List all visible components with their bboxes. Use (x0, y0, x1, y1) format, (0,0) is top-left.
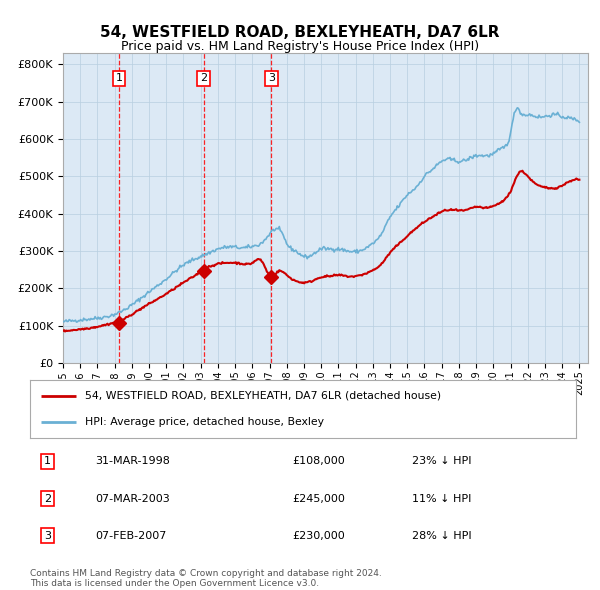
Text: 28% ↓ HPI: 28% ↓ HPI (412, 531, 472, 540)
Text: £245,000: £245,000 (292, 494, 345, 503)
Text: 1: 1 (44, 457, 51, 466)
Text: 3: 3 (44, 531, 51, 540)
Text: HPI: Average price, detached house, Bexley: HPI: Average price, detached house, Bexl… (85, 417, 323, 427)
Text: 54, WESTFIELD ROAD, BEXLEYHEATH, DA7 6LR (detached house): 54, WESTFIELD ROAD, BEXLEYHEATH, DA7 6LR… (85, 391, 441, 401)
Text: 3: 3 (268, 74, 275, 83)
Text: 07-FEB-2007: 07-FEB-2007 (95, 531, 167, 540)
Text: Contains HM Land Registry data © Crown copyright and database right 2024.
This d: Contains HM Land Registry data © Crown c… (30, 569, 382, 588)
Text: 2: 2 (44, 494, 51, 503)
Text: 1: 1 (115, 74, 122, 83)
Text: £230,000: £230,000 (292, 531, 345, 540)
Text: 31-MAR-1998: 31-MAR-1998 (95, 457, 170, 466)
Text: 11% ↓ HPI: 11% ↓ HPI (412, 494, 472, 503)
Text: 2: 2 (200, 74, 208, 83)
Text: £108,000: £108,000 (292, 457, 345, 466)
Text: 23% ↓ HPI: 23% ↓ HPI (412, 457, 472, 466)
Text: 54, WESTFIELD ROAD, BEXLEYHEATH, DA7 6LR: 54, WESTFIELD ROAD, BEXLEYHEATH, DA7 6LR (100, 25, 500, 40)
Text: Price paid vs. HM Land Registry's House Price Index (HPI): Price paid vs. HM Land Registry's House … (121, 40, 479, 53)
Text: 07-MAR-2003: 07-MAR-2003 (95, 494, 170, 503)
